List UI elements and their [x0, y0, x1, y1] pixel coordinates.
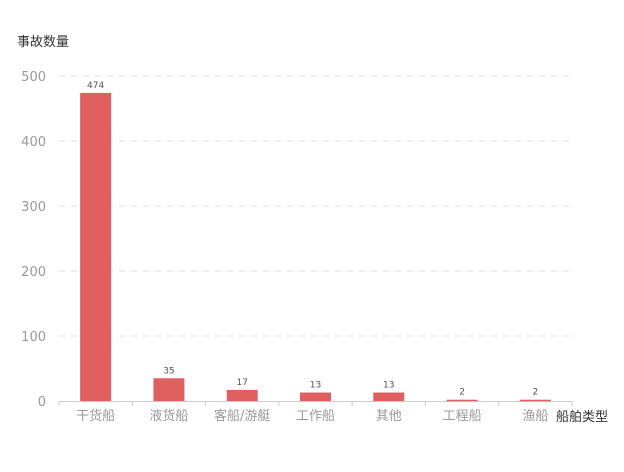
x-tick-label-2: 客船/游艇 [214, 408, 270, 424]
data-label-6: 2 [532, 388, 538, 398]
x-axis-title: 船舶类型 [556, 410, 609, 425]
y-tick-label-300: 300 [21, 200, 46, 215]
data-label-1: 35 [163, 366, 174, 376]
data-label-2: 17 [236, 378, 247, 388]
y-tick-label-400: 400 [21, 135, 46, 150]
bar-4 [373, 392, 405, 401]
x-tick-label-1: 液货船 [149, 408, 188, 424]
y-tick-label-0: 0 [38, 395, 46, 410]
data-label-3: 13 [310, 381, 321, 391]
x-tick-label-0: 干货船 [76, 408, 115, 424]
bar-1 [153, 378, 185, 401]
x-tick-label-3: 工作船 [296, 409, 335, 424]
x-tick-label-5: 工程船 [443, 409, 482, 424]
y-tick-label-500: 500 [21, 70, 46, 85]
data-label-0: 474 [87, 81, 104, 91]
bar-5 [446, 399, 478, 402]
y-tick-label-100: 100 [21, 330, 46, 345]
x-tick-label-6: 渔船 [522, 409, 548, 424]
bar-0 [80, 92, 112, 402]
x-tick-label-4: 其他 [376, 409, 402, 424]
data-label-5: 2 [459, 388, 465, 398]
bar-3 [300, 392, 331, 401]
data-label-4: 13 [383, 381, 394, 391]
y-tick-label-200: 200 [21, 265, 46, 280]
bar-6 [519, 399, 551, 402]
y-axis-title: 事故数量 [17, 35, 70, 50]
bar-2 [226, 389, 258, 401]
